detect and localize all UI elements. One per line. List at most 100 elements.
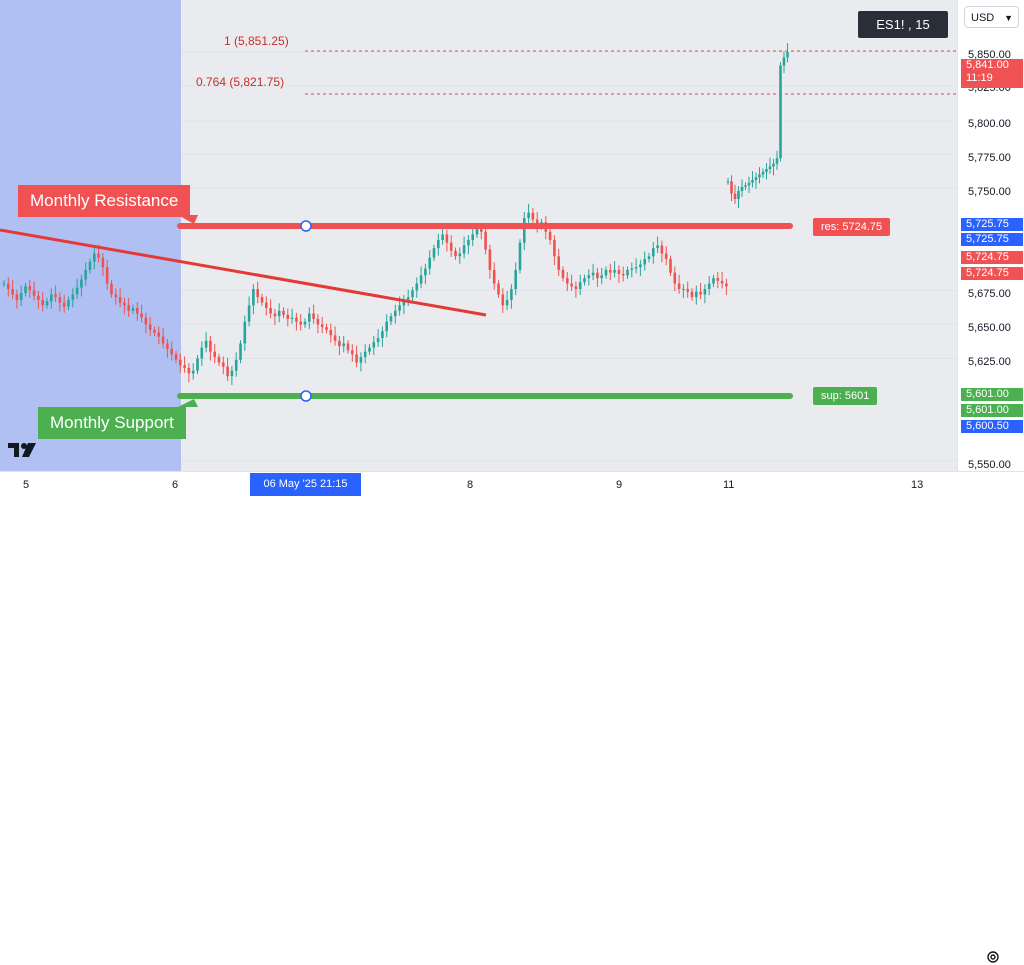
candle-body — [441, 234, 444, 240]
candle-body — [308, 313, 311, 322]
candle-body — [58, 297, 62, 303]
candle-body — [609, 269, 612, 273]
candle-body — [196, 358, 199, 371]
candle-body — [217, 357, 221, 363]
support-callout-pointer — [178, 399, 198, 407]
time-axis[interactable]: 5 6 06 May '25 21:15 8 9 11 13 — [0, 471, 1024, 963]
candle-body — [75, 287, 79, 295]
candle-body — [570, 283, 573, 287]
price-tick: 5,550.00 — [968, 459, 1011, 471]
candle-body — [415, 283, 419, 291]
candle-body — [467, 239, 470, 246]
candle-body — [88, 261, 92, 270]
candle-body — [527, 212, 530, 219]
candle-body — [720, 280, 724, 284]
fib-label-1: 1 (5,851.25) — [224, 34, 289, 48]
settings-gear-icon[interactable] — [985, 949, 1001, 965]
candle-body — [765, 169, 768, 172]
candle-body — [578, 282, 582, 289]
price-tick: 5,775.00 — [968, 152, 1011, 164]
candle-body — [54, 294, 57, 298]
grid — [181, 51, 957, 462]
candle-body — [269, 308, 272, 314]
candle-body — [329, 329, 333, 336]
bar-countdown: 11:19 — [966, 72, 993, 84]
candle-body — [630, 268, 634, 270]
candle-body — [428, 257, 431, 269]
resistance-callout-pointer — [178, 215, 198, 224]
price-tag-red: 5,724.75 — [961, 251, 1023, 264]
candle-body — [114, 294, 118, 298]
candle-body — [41, 299, 44, 306]
candle-body — [754, 177, 758, 181]
candle-body — [548, 231, 552, 240]
candle-body — [501, 294, 505, 306]
candle-body — [492, 269, 496, 284]
candle-body — [342, 343, 345, 347]
time-tick: 9 — [616, 479, 623, 491]
candle-body — [265, 302, 268, 309]
candle-body — [24, 286, 27, 294]
candle-body — [604, 269, 608, 276]
candle-body — [583, 278, 586, 283]
candle-body — [424, 268, 427, 276]
candle-body — [535, 219, 539, 227]
candle-body — [295, 317, 298, 322]
resistance-line-label: res: 5724.75 — [813, 218, 891, 236]
candle-body — [786, 52, 789, 58]
trend-line[interactable] — [0, 228, 487, 317]
candle-body — [50, 294, 53, 302]
support-anchor-handle[interactable] — [300, 390, 312, 402]
candle-body — [695, 291, 698, 298]
candle-body — [200, 347, 204, 359]
candle-body — [758, 174, 761, 178]
candle-body — [166, 343, 169, 349]
candle-body — [136, 308, 139, 314]
candles — [2, 43, 789, 386]
tradingview-logo-icon[interactable] — [8, 441, 42, 459]
candle-body — [140, 313, 143, 318]
candle-body — [333, 335, 337, 341]
candle-body — [32, 290, 36, 296]
chart-area[interactable]: 1 (5,851.25) 0.764 (5,821.75) Monthly Re… — [0, 0, 957, 471]
candle-body — [744, 185, 747, 187]
candle-body — [148, 324, 152, 330]
price-chart[interactable] — [0, 0, 957, 471]
price-tag-blue: 5,600.50 — [961, 420, 1023, 433]
candle-body — [230, 370, 234, 377]
currency-selector[interactable]: USD ▼ — [964, 6, 1019, 28]
candle-body — [553, 239, 556, 257]
candle-body — [402, 299, 406, 306]
resistance-callout[interactable]: Monthly Resistance — [18, 185, 191, 217]
candle-body — [247, 305, 251, 322]
candle-body — [359, 357, 363, 363]
candle-body — [643, 259, 646, 265]
candle-body — [660, 245, 664, 254]
price-axis[interactable]: 5,850.00 5,825.00 5,800.00 5,775.00 5,75… — [957, 0, 1024, 471]
candle-body — [97, 253, 100, 258]
candle-body — [726, 181, 730, 183]
support-callout[interactable]: Monthly Support — [38, 407, 186, 439]
time-tick: 6 — [172, 479, 179, 491]
candle-body — [488, 249, 492, 270]
candle-body — [338, 340, 341, 347]
candle-body — [234, 359, 238, 371]
candle-body — [252, 288, 255, 306]
resistance-anchor-handle[interactable] — [300, 220, 312, 232]
candle-body — [712, 278, 715, 284]
candle-body — [239, 343, 242, 360]
price-tick: 5,800.00 — [968, 118, 1011, 130]
candle-body — [740, 186, 744, 191]
candle-body — [505, 299, 509, 306]
candle-body — [80, 279, 83, 288]
candle-body — [394, 310, 397, 317]
candle-body — [385, 321, 388, 332]
candle-body — [703, 288, 707, 295]
symbol-badge[interactable]: ES1! , 15 — [858, 11, 948, 38]
time-cursor-label: 06 May '25 21:15 — [250, 473, 361, 496]
candle-body — [93, 253, 96, 262]
candle-body — [484, 231, 487, 250]
candle-body — [84, 269, 87, 280]
candle-body — [497, 283, 500, 295]
candle-body — [101, 257, 105, 268]
